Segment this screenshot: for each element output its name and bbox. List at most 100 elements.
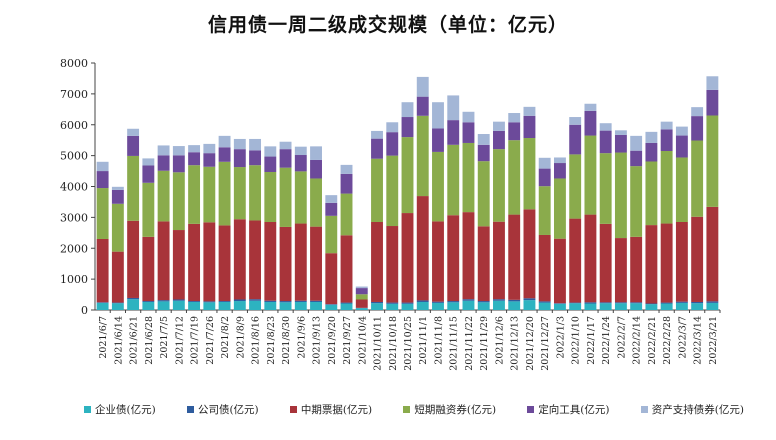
bar-segment-1 [188, 301, 201, 310]
bar-segment-5 [111, 189, 124, 204]
x-tick-label: 2021/6/7 [98, 316, 109, 359]
bar-segment-6 [279, 141, 292, 150]
bar-segment-1 [706, 302, 719, 310]
bar-segment-6 [96, 161, 109, 172]
x-tick-label: 2022/3/14 [693, 316, 704, 365]
bar-segment-1 [691, 303, 704, 310]
bar-segment-1 [249, 300, 262, 310]
bar-segment-5 [508, 122, 521, 141]
bar-segment-2 [493, 299, 505, 301]
x-tick-label: 2021/10/4 [357, 316, 368, 365]
bar-segment-2 [294, 300, 307, 302]
bar-segment-2 [538, 301, 551, 303]
bar-segment-5 [432, 128, 444, 152]
bar-segment-1 [264, 301, 277, 310]
y-tick-label: 2000 [60, 242, 88, 255]
bar-segment-3 [614, 238, 627, 303]
x-tick-label: 2021/12/13 [510, 316, 521, 371]
bar-segment-5 [264, 156, 277, 172]
bar-segment-2 [340, 302, 353, 304]
bar-segment-5 [569, 124, 582, 155]
x-tick-label: 2021/10/18 [388, 316, 399, 371]
bar-segment-4 [233, 167, 246, 220]
legend-swatch [527, 406, 535, 413]
bar-segment-3 [401, 213, 414, 303]
x-tick-label: 2021/12/20 [525, 316, 536, 371]
x-tick-label: 2021/8/16 [251, 316, 262, 365]
bar-segment-5 [127, 135, 140, 156]
bar-segment-2 [249, 299, 262, 301]
bar-segment-3 [523, 209, 536, 299]
bar-segment-2 [675, 301, 688, 303]
bar-segment-4 [660, 150, 673, 224]
bar-segment-3 [203, 222, 216, 302]
bar-segment-4 [188, 165, 201, 224]
bar-segment-3 [569, 218, 582, 303]
bar-segment-3 [355, 299, 368, 308]
y-tick-label: 4000 [60, 181, 88, 194]
bar-segment-2 [660, 302, 673, 304]
bar-segment-3 [584, 214, 597, 303]
bar-segment-1 [599, 303, 612, 310]
bar-segment-4 [96, 188, 109, 239]
bar-segment-5 [386, 132, 399, 156]
bar-segment-4 [584, 135, 597, 215]
legend-item: 公司债(亿元) [186, 402, 259, 417]
bar-segment-6 [477, 134, 490, 145]
x-tick-label: 2021/6/21 [129, 316, 140, 365]
x-tick-label: 2022/1/3 [555, 316, 566, 359]
bar-segment-2 [111, 302, 124, 304]
bar-segment-1 [508, 301, 521, 310]
bar-segment-6 [599, 123, 612, 131]
bar-segment-5 [523, 115, 536, 139]
bar-segment-1 [523, 300, 536, 310]
bar-segment-2 [310, 300, 322, 302]
bar-segment-3 [157, 221, 170, 301]
legend-swatch [84, 406, 91, 413]
bar-segment-6 [249, 138, 262, 151]
bar-segment-2 [371, 301, 383, 304]
bar-segment-5 [447, 120, 460, 145]
x-tick-label: 2021/7/26 [205, 316, 216, 365]
y-tick-label: 6000 [60, 119, 88, 132]
x-tick-label: 2021/8/30 [281, 316, 292, 365]
bar-segment-1 [111, 303, 124, 310]
bar-segment-3 [493, 221, 505, 300]
bar-segment-4 [416, 115, 429, 197]
x-tick-label: 2021/8/9 [235, 316, 246, 359]
x-tick-label: 2021/11/29 [479, 316, 490, 371]
bar-segment-2 [172, 299, 185, 301]
legend-item: 短期融资券(亿元) [403, 402, 496, 417]
bar-segment-2 [401, 302, 414, 304]
bar-segment-6 [142, 158, 155, 166]
bar-segment-1 [157, 301, 170, 310]
bar-segment-4 [386, 155, 399, 227]
bar-segment-5 [279, 149, 292, 168]
y-tick-label: 5000 [60, 150, 88, 163]
bar-segment-1 [660, 303, 673, 310]
bar-segment-1 [371, 303, 383, 310]
bar-segment-1 [447, 302, 460, 310]
bar-segment-4 [279, 167, 292, 227]
x-tick-label: 2021/7/5 [159, 316, 170, 359]
bar-segment-2 [691, 301, 704, 304]
bar-segment-4 [691, 140, 704, 217]
bar-segment-2 [432, 301, 444, 303]
bar-segment-6 [310, 146, 322, 160]
bar-segment-5 [599, 130, 612, 154]
bar-segment-5 [630, 150, 643, 167]
bar-segment-2 [386, 302, 399, 304]
bar-segment-2 [523, 298, 536, 301]
bar-segment-4 [706, 115, 719, 207]
bar-segment-5 [553, 163, 566, 179]
bar-segment-5 [645, 142, 658, 162]
bar-segment-4 [523, 138, 536, 210]
x-tick-label: 2022/2/21 [647, 316, 658, 365]
bar-segment-1 [416, 301, 429, 310]
bar-segment-2 [599, 302, 612, 304]
bar-segment-1 [645, 304, 658, 310]
bar-segment-6 [630, 135, 643, 151]
legend-swatch [289, 406, 297, 413]
bar-segment-1 [386, 303, 399, 310]
bar-segment-4 [127, 155, 140, 221]
